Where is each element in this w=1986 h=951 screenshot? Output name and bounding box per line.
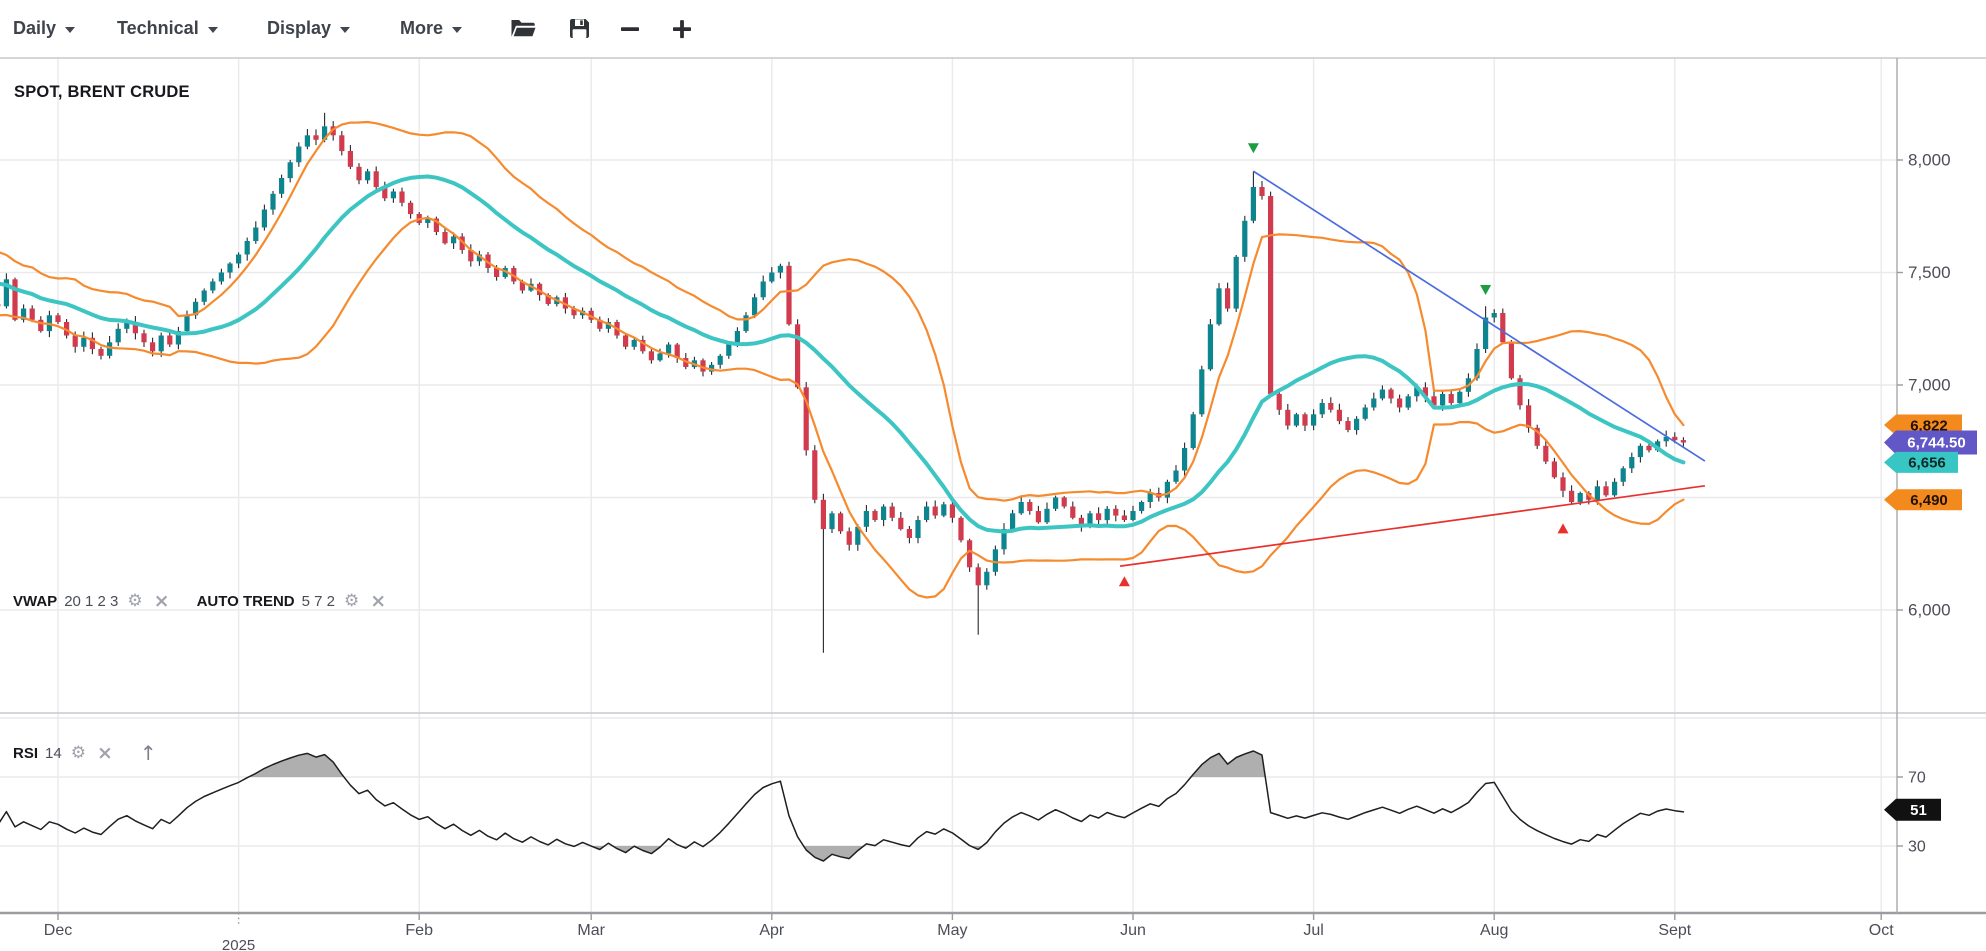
vwap-line <box>0 174 1686 534</box>
more-menu-button[interactable]: More <box>400 0 463 57</box>
save-icon <box>570 19 589 38</box>
svg-text:30: 30 <box>1908 839 1926 856</box>
svg-text:6,490: 6,490 <box>1910 492 1948 509</box>
chart-canvas[interactable]: 8,000 7,500 7,000 6,000 70 30 Dec Feb Mar Apr May J… <box>0 57 1986 951</box>
minus-icon <box>621 26 639 31</box>
symbol-title: SPOT, BRENT CRUDE <box>14 83 190 101</box>
trendlines <box>1119 170 1706 567</box>
save-layout-button[interactable] <box>568 0 591 57</box>
svg-text:6,000: 6,000 <box>1908 601 1951 620</box>
support-trendline <box>1119 484 1706 567</box>
vwap-legend-params: 20 1 2 3 <box>64 593 119 610</box>
display-menu-label: Display <box>267 18 332 38</box>
technical-menu-label: Technical <box>117 18 199 38</box>
plus-icon <box>673 19 691 38</box>
svg-text:Dec: Dec <box>44 922 72 939</box>
chevron-down-icon <box>340 26 351 33</box>
autotrend-legend-name: AUTO TREND <box>196 593 295 610</box>
trend-markers <box>1118 143 1569 587</box>
zoom-in-button[interactable] <box>670 0 694 57</box>
chevron-down-icon <box>207 26 218 33</box>
timeframe-menu-button[interactable]: Daily <box>13 0 76 57</box>
rsi-settings-gear-icon[interactable]: ⚙ <box>70 742 86 763</box>
rsi-legend-params: 14 <box>45 744 62 762</box>
price-tag-6490 <box>1884 489 1962 511</box>
rsi-value-tag <box>1884 798 1941 821</box>
folder-open-icon <box>511 19 538 38</box>
autotrend-settings-gear-icon[interactable]: ⚙ <box>344 591 360 611</box>
vwap-bands <box>0 120 1685 599</box>
svg-text:2025: 2025 <box>222 937 255 951</box>
svg-text:6,656: 6,656 <box>1908 455 1946 472</box>
price-tag-6822 <box>1884 414 1962 436</box>
svg-text:Jun: Jun <box>1120 922 1146 939</box>
svg-text:Feb: Feb <box>405 922 433 939</box>
more-menu-label: More <box>400 18 444 38</box>
chevron-down-icon <box>452 26 463 33</box>
sell-signal-marker-icon <box>1247 143 1259 154</box>
chevron-down-icon <box>65 26 76 33</box>
svg-text:Apr: Apr <box>759 922 785 939</box>
price-tag-6656 <box>1884 451 1958 473</box>
sell-signal-marker-icon <box>1480 285 1492 295</box>
rsi-remove-icon[interactable]: × <box>96 741 113 764</box>
rsi-legend-name: RSI <box>13 744 39 762</box>
svg-text:8,000: 8,000 <box>1908 151 1951 170</box>
svg-text:51: 51 <box>1910 802 1927 819</box>
bearish-trendline <box>1252 170 1706 462</box>
vwap-remove-icon[interactable]: × <box>153 590 170 612</box>
svg-text:7,500: 7,500 <box>1908 263 1951 282</box>
price-tag-674450 <box>1884 430 1977 455</box>
svg-text:7,000: 7,000 <box>1908 376 1951 395</box>
svg-text:Sept: Sept <box>1658 922 1691 939</box>
svg-text:70: 70 <box>1908 770 1926 787</box>
toolbar: Daily Technical Display More <box>0 0 1986 57</box>
buy-signal-marker-icon <box>1118 576 1130 587</box>
svg-text:Oct: Oct <box>1869 922 1894 939</box>
autotrend-remove-icon[interactable]: × <box>370 590 387 612</box>
timeframe-menu-label: Daily <box>13 18 57 38</box>
technical-menu-button[interactable]: Technical <box>117 0 218 57</box>
autotrend-legend-params: 5 7 2 <box>301 593 336 610</box>
vwap-settings-gear-icon[interactable]: ⚙ <box>127 591 143 611</box>
indicator-legend-row: VWAP 20 1 2 3 ⚙ × AUTO TREND 5 7 2 ⚙ × <box>13 592 388 611</box>
svg-text:Aug: Aug <box>1480 922 1508 939</box>
svg-text:Mar: Mar <box>577 922 605 939</box>
buy-signal-marker-icon <box>1557 523 1569 534</box>
rsi-move-pane-up-icon[interactable]: ↑ <box>139 741 157 765</box>
svg-text:6,744.50: 6,744.50 <box>1907 435 1965 452</box>
display-menu-button[interactable]: Display <box>267 0 351 57</box>
vwap-legend-name: VWAP <box>13 593 58 610</box>
open-layout-button[interactable] <box>510 0 538 57</box>
axes: 8,000 7,500 7,000 6,000 70 30 Dec Feb Mar Apr May J… <box>0 57 1986 951</box>
rsi-plot <box>0 750 1685 862</box>
svg-text:Jul: Jul <box>1303 922 1323 939</box>
svg-text:6,822: 6,822 <box>1910 417 1948 434</box>
rsi-legend-row: RSI 14 ⚙ × ↑ <box>13 743 159 763</box>
svg-text:May: May <box>937 922 967 939</box>
zoom-out-button[interactable] <box>618 0 642 57</box>
